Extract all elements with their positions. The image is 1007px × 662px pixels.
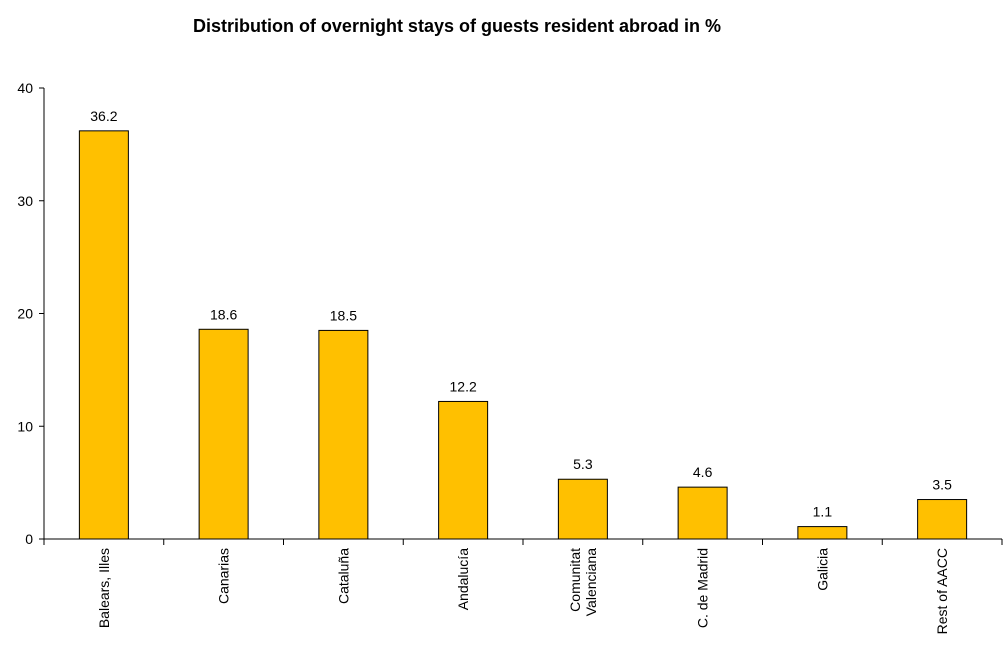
category-labels: Balears, Illes Canarias Cataluña Andalucía C…: [96, 548, 950, 635]
data-label: 4.6: [693, 464, 713, 480]
category-label-line: Andalucía: [455, 548, 471, 610]
category-label: Rest of AACC: [934, 548, 950, 634]
y-tick-label: 10: [17, 418, 33, 434]
category-label-line: Rest of AACC: [934, 548, 950, 634]
data-label: 12.2: [450, 378, 477, 394]
bar: [677, 486, 728, 540]
bar: [557, 478, 608, 540]
bar: [797, 526, 848, 540]
bar: [917, 499, 968, 540]
data-label: 1.1: [813, 504, 833, 520]
data-label: 5.3: [573, 456, 593, 472]
bar: [78, 130, 129, 540]
axes: 0 10 20 30 40: [17, 80, 1003, 547]
category-label: C. de Madrid: [695, 548, 711, 628]
data-label: 18.5: [330, 307, 357, 323]
bar: [318, 329, 369, 540]
category-label: Andalucía: [455, 548, 471, 610]
category-label-line: Comunitat: [567, 548, 583, 612]
data-label: 3.5: [932, 477, 952, 493]
y-tick-label: 30: [17, 193, 33, 209]
category-label-line: Galicia: [814, 548, 830, 591]
bars: [78, 130, 968, 540]
category-label-line: Balears, Illes: [96, 548, 112, 628]
category-label: Balears, Illes: [96, 548, 112, 628]
category-label-line: C. de Madrid: [695, 548, 711, 628]
bar: [198, 328, 249, 540]
category-label-line: Canarias: [216, 548, 232, 604]
category-label-line: Cataluña: [335, 548, 351, 604]
data-labels: 36.2 18.6 18.5 12.2 5.3 4.6 1.1 3.5: [90, 108, 952, 520]
bar: [438, 400, 489, 540]
data-label: 18.6: [210, 306, 237, 322]
category-label: ComunitatValenciana: [567, 548, 599, 616]
category-label: Cataluña: [335, 548, 351, 604]
data-label: 36.2: [90, 108, 117, 124]
category-label: Galicia: [814, 548, 830, 591]
y-tick-label: 0: [25, 531, 33, 547]
y-tick-label: 40: [17, 80, 33, 96]
y-tick-label: 20: [17, 306, 33, 322]
chart-title: Distribution of overnight stays of guest…: [193, 16, 721, 36]
category-label-line: Valenciana: [583, 548, 599, 616]
category-label: Canarias: [216, 548, 232, 604]
